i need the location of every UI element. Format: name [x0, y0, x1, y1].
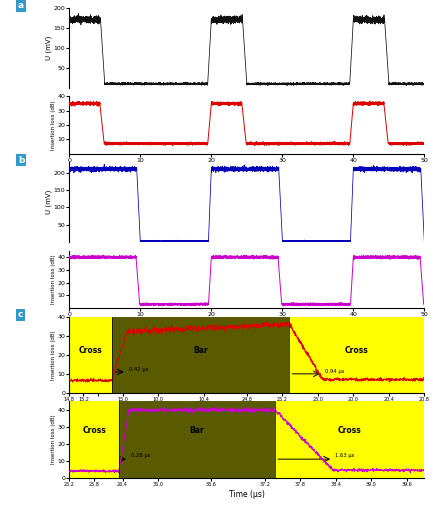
Y-axis label: Insertion loss (dB): Insertion loss (dB) [51, 254, 56, 304]
X-axis label: Time (μs): Time (μs) [229, 490, 265, 499]
Bar [69, 402, 119, 478]
Text: Bar: Bar [190, 426, 204, 435]
Y-axis label: U (mV): U (mV) [45, 190, 52, 215]
Text: b: b [18, 156, 24, 165]
Text: 1.63 μs: 1.63 μs [335, 453, 354, 458]
Text: c: c [18, 311, 23, 319]
Text: Cross: Cross [82, 426, 106, 435]
Bar [119, 402, 275, 478]
Y-axis label: Insertion loss (dB): Insertion loss (dB) [51, 415, 56, 464]
Text: 0.28 μs: 0.28 μs [131, 453, 150, 458]
X-axis label: Time (μs): Time (μs) [229, 164, 265, 173]
Bar [69, 317, 112, 393]
Y-axis label: Insertion loss (dB): Insertion loss (dB) [51, 330, 56, 380]
X-axis label: Time (μs): Time (μs) [229, 319, 265, 328]
Text: Cross: Cross [79, 346, 103, 356]
Text: 0.42 μs: 0.42 μs [129, 367, 148, 372]
Bar [275, 402, 424, 478]
Y-axis label: U (mV): U (mV) [45, 36, 52, 60]
Bar [112, 317, 289, 393]
Text: Bar: Bar [193, 346, 208, 356]
Text: Cross: Cross [338, 426, 362, 435]
Text: Cross: Cross [345, 346, 369, 356]
Text: a: a [18, 1, 24, 10]
Text: 0.94 μs: 0.94 μs [325, 369, 344, 374]
Bar [289, 317, 424, 393]
Y-axis label: Insertion loss (dB): Insertion loss (dB) [51, 100, 56, 150]
